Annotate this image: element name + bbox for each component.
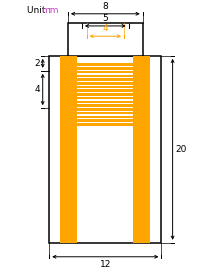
Bar [77,73,133,75]
Bar [77,67,133,70]
Bar [77,78,133,81]
Bar [49,56,161,243]
Bar [77,114,133,116]
Text: 4: 4 [35,85,40,94]
Bar [77,81,133,82]
Bar [77,101,133,103]
Bar [77,123,133,126]
Text: 20: 20 [175,145,187,154]
Bar [77,104,133,107]
Bar [77,88,133,89]
Bar [77,70,133,71]
Bar [77,112,133,114]
Text: Unit :: Unit : [27,6,54,15]
Bar [77,89,133,92]
Bar [77,108,133,111]
Bar [133,56,150,243]
Text: 8: 8 [103,2,108,11]
Bar [77,71,133,73]
Bar [77,93,133,96]
Bar [77,92,133,93]
Bar [77,119,133,122]
Bar [61,56,77,243]
Text: mm: mm [41,6,59,15]
Bar [77,99,133,101]
Bar [77,75,133,77]
Bar [77,107,133,108]
Bar [77,116,133,118]
Bar [77,86,133,88]
Text: 4: 4 [103,24,108,33]
Bar [77,118,133,119]
Bar [77,122,133,123]
Bar [77,77,133,78]
Bar [77,85,133,86]
Bar [77,82,133,85]
Bar [77,111,133,112]
Bar [77,66,133,67]
Bar [68,23,143,56]
Bar [77,96,133,97]
Text: 12: 12 [100,259,111,269]
Bar [77,103,133,104]
Text: 2: 2 [35,59,40,68]
Bar [77,97,133,99]
Text: 5: 5 [103,14,108,23]
Bar [77,63,133,66]
